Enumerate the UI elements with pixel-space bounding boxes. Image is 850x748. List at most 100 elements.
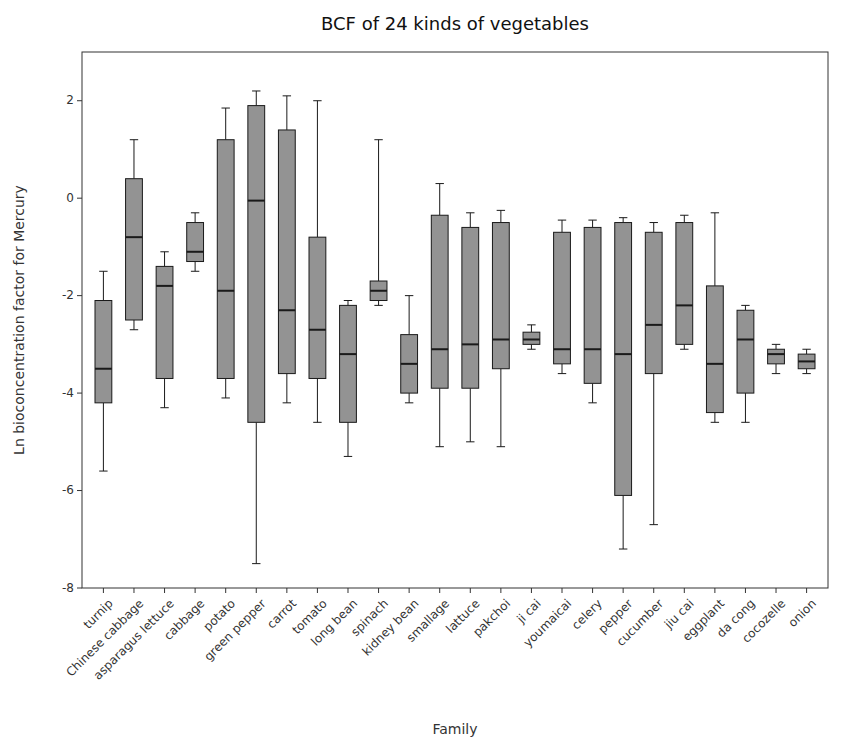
whisker-high xyxy=(470,213,471,228)
x-tick xyxy=(378,588,379,593)
whisker-low xyxy=(286,374,287,403)
chart: -8-6-4-202turnipChinese cabbageasparagus… xyxy=(0,0,850,748)
whisker-high xyxy=(653,223,654,233)
whisker-high xyxy=(623,218,624,223)
cap-high xyxy=(619,217,627,218)
y-tick xyxy=(77,393,82,394)
whisker-low xyxy=(164,378,165,407)
whisker-low xyxy=(623,495,624,549)
y-axis: -8-6-4-202 xyxy=(62,93,82,594)
x-tick xyxy=(684,588,685,593)
cap-high xyxy=(772,344,780,345)
median xyxy=(798,360,815,362)
median xyxy=(523,338,540,340)
whisker-low xyxy=(256,422,257,563)
x-tick-label: pakchoi xyxy=(470,596,513,639)
cap-low xyxy=(772,373,780,374)
cap-low xyxy=(680,349,688,350)
box-group xyxy=(278,96,295,403)
whisker-high xyxy=(409,296,410,335)
box-group xyxy=(768,344,785,373)
median xyxy=(462,343,479,345)
cap-low xyxy=(711,422,719,423)
cap-low xyxy=(558,373,566,374)
whisker-low xyxy=(500,369,501,447)
y-tick xyxy=(77,490,82,491)
whisker-low xyxy=(103,403,104,471)
x-tick-label: smallage xyxy=(404,596,452,644)
box xyxy=(156,266,173,378)
x-tick xyxy=(133,588,134,593)
y-tick-label: 2 xyxy=(66,93,74,107)
x-tick xyxy=(347,588,348,593)
median xyxy=(309,329,326,331)
whisker-low xyxy=(776,364,777,374)
y-tick xyxy=(77,588,82,589)
box xyxy=(676,223,693,345)
cap-low xyxy=(405,402,413,403)
x-tick xyxy=(714,588,715,593)
median xyxy=(737,338,754,340)
whisker-high xyxy=(347,301,348,306)
box xyxy=(126,179,143,320)
whisker-high xyxy=(776,344,777,349)
box xyxy=(645,232,662,373)
x-tick xyxy=(531,588,532,593)
cap-low xyxy=(497,446,505,447)
whisker-high xyxy=(562,220,563,232)
box xyxy=(584,227,601,383)
whisker-low xyxy=(317,378,318,422)
cap-high xyxy=(558,220,566,221)
cap-low xyxy=(99,471,107,472)
y-tick-label: -2 xyxy=(62,288,74,302)
median xyxy=(615,353,632,355)
box-group xyxy=(431,184,448,447)
box xyxy=(401,335,418,393)
whisker-high xyxy=(806,349,807,354)
cap-high xyxy=(130,139,138,140)
x-tick-label: green pepper xyxy=(201,596,268,663)
box xyxy=(187,223,204,262)
cap-low xyxy=(283,402,291,403)
cap-high xyxy=(497,210,505,211)
box-group xyxy=(737,305,754,422)
whisker-high xyxy=(317,101,318,237)
x-tick-label: youmaicai xyxy=(521,596,575,650)
whisker-low xyxy=(653,374,654,525)
box-group xyxy=(187,213,204,271)
cap-high xyxy=(711,212,719,213)
cap-high xyxy=(191,212,199,213)
median xyxy=(584,348,601,350)
cap-high xyxy=(741,305,749,306)
box xyxy=(523,332,540,344)
median xyxy=(645,324,662,326)
median xyxy=(768,353,785,355)
cap-high xyxy=(466,212,474,213)
cap-low xyxy=(741,422,749,423)
cap-high xyxy=(374,139,382,140)
box xyxy=(278,130,295,374)
cap-low xyxy=(252,563,260,564)
x-tick xyxy=(409,588,410,593)
median xyxy=(187,251,204,253)
whisker-low xyxy=(133,320,134,330)
whisker-high xyxy=(195,213,196,223)
median xyxy=(492,338,509,340)
whisker-low xyxy=(531,344,532,349)
whisker-low xyxy=(562,364,563,374)
cap-low xyxy=(130,329,138,330)
x-tick-label: onion xyxy=(786,596,819,629)
y-tick-label: 0 xyxy=(66,191,74,205)
box-group xyxy=(645,223,662,525)
whisker-high xyxy=(103,271,104,300)
box-group xyxy=(126,140,143,330)
x-tick-label: cucumber xyxy=(614,596,666,648)
median xyxy=(431,348,448,350)
box-group xyxy=(217,108,234,398)
box xyxy=(462,227,479,388)
x-tick xyxy=(103,588,104,593)
y-axis-label: Ln bioconcentration factor for Mercury xyxy=(11,185,27,455)
box-group xyxy=(554,220,571,373)
box xyxy=(798,354,815,369)
box xyxy=(309,237,326,378)
